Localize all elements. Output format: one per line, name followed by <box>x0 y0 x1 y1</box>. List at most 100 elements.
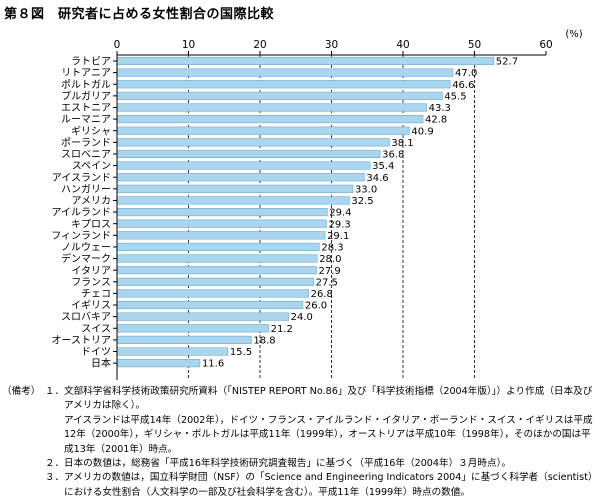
value-label: 26.8 <box>311 289 333 300</box>
category-label: ポルトガル <box>61 79 111 91</box>
value-label: 18.8 <box>253 335 275 346</box>
note-text: 日本の数値は，総務省「平成16年科学技術研究調査報告」に基づく（平成16年（20… <box>64 458 511 470</box>
category-label: スロベニア <box>61 149 111 161</box>
bar <box>116 242 320 251</box>
category-label: エストニア <box>61 103 111 114</box>
bar <box>116 289 309 298</box>
bar <box>116 80 451 89</box>
value-label: 27.5 <box>316 277 338 288</box>
category-label: アイルランド <box>52 207 112 219</box>
x-tick-label: 50 <box>468 39 481 51</box>
note-text: アメリカの数値は，国立科学財団（NSF）の「Science and Engine… <box>64 472 598 498</box>
x-tick-label: 0 <box>114 39 121 51</box>
bar <box>116 56 495 66</box>
chart-title: 第８図 研究者に占める女性割合の国際比較 <box>4 7 275 22</box>
category-label: アメリカ <box>72 195 112 207</box>
category-label: アイスランド <box>52 172 111 184</box>
value-label: 43.3 <box>429 103 451 114</box>
category-label: スペイン <box>72 161 111 172</box>
bar <box>116 300 304 310</box>
category-label: ラトビア <box>71 56 111 68</box>
bars: 52.7 47.046.645.543.342.840.938.136.835.4… <box>116 56 518 370</box>
category-label: イギリス <box>71 300 111 312</box>
category-label: キプロス <box>71 218 111 230</box>
bar <box>116 335 252 344</box>
x-tick-label: 40 <box>396 39 409 51</box>
note-item: （備考） １． 文部科学省科学技術政策研究所資料（「NISTEP REPORT No… <box>2 385 598 457</box>
bar <box>116 266 317 275</box>
category-label: リトアニア <box>61 68 111 79</box>
category-label: チェコ <box>81 288 111 300</box>
axes: 0 10 20 30 40 50 60 ラトビアリトアニアポルトガルブルガリアエストニアルーマ… <box>51 39 553 380</box>
value-label: 33.0 <box>355 184 377 195</box>
note-number: １． <box>45 386 65 397</box>
category-label: ギリシャ <box>71 125 111 137</box>
value-label: 11.6 <box>202 359 224 370</box>
bar <box>116 161 371 170</box>
value-label: 26.0 <box>305 301 327 312</box>
category-label: スイス <box>81 324 111 335</box>
bar <box>116 219 327 228</box>
x-tick-label: 30 <box>325 39 338 51</box>
bar <box>116 68 454 77</box>
value-label: 47.0 <box>455 68 477 79</box>
note-marker: （備考） <box>2 386 41 397</box>
note-item: ２． 日本の数値は，総務省「平成16年科学技術研究調査報告」に基づく（平成16年（… <box>28 457 598 471</box>
bar-chart: 52.7 47.046.645.543.342.840.938.136.835.4… <box>51 29 583 380</box>
note-text: 文部科学省科学技術政策研究所資料（「NISTEP REPORT No.86」及び… <box>64 386 593 455</box>
bar <box>116 103 427 112</box>
value-label: 21.2 <box>271 324 293 335</box>
value-label: 42.8 <box>425 115 447 126</box>
bar <box>116 138 390 147</box>
x-tick-label: 60 <box>539 39 552 51</box>
value-label: 36.8 <box>382 150 404 161</box>
bar <box>116 91 443 100</box>
category-label: ドイツ <box>81 347 111 358</box>
bar <box>116 115 424 124</box>
value-label: 45.5 <box>444 91 466 102</box>
x-tick-label: 20 <box>253 39 266 51</box>
bar <box>116 173 365 182</box>
value-label: 40.9 <box>411 126 433 137</box>
bar <box>116 196 350 205</box>
category-label: フランス <box>71 276 111 288</box>
value-label: 29.1 <box>327 231 349 242</box>
notes: （備考） １． 文部科学省科学技術政策研究所資料（「NISTEP REPORT No… <box>2 385 598 500</box>
category-label: ルーマニア <box>61 115 111 126</box>
bar <box>116 347 229 356</box>
bar <box>116 254 318 263</box>
bar <box>116 184 354 193</box>
category-label: イタリア <box>71 265 111 277</box>
category-label: ノルウェー <box>61 242 111 254</box>
category-label: 日本 <box>91 357 111 370</box>
value-label: 28.0 <box>319 254 341 265</box>
note-number: ３． <box>45 472 65 484</box>
value-label: 38.1 <box>391 138 413 149</box>
value-label: 29.3 <box>328 219 350 230</box>
value-label: 27.9 <box>318 266 340 277</box>
bar <box>116 312 289 321</box>
unit-label: (%) <box>565 29 582 40</box>
value-label: 46.6 <box>452 80 474 91</box>
value-label: 32.5 <box>351 196 373 207</box>
note-item: ３． アメリカの数値は，国立科学財団（NSF）の「Science and Engi… <box>28 471 598 500</box>
bar <box>116 359 201 368</box>
bar <box>116 149 381 159</box>
value-label: 35.4 <box>372 161 394 172</box>
category-label: ブルガリア <box>61 89 111 102</box>
x-tick-label: 10 <box>182 39 195 51</box>
value-label: 28.3 <box>321 243 343 254</box>
category-label: スロバキア <box>61 311 111 323</box>
category-label: デンマーク <box>61 252 111 265</box>
note-number: ２． <box>45 458 65 470</box>
bar <box>116 324 269 333</box>
bar <box>116 126 410 135</box>
category-label: フィンランド <box>51 230 111 242</box>
category-label: オーストリア <box>52 334 112 346</box>
value-label: 15.5 <box>230 347 252 358</box>
value-label: 29.4 <box>329 208 351 219</box>
category-label: ポーランド <box>61 137 111 149</box>
value-label: 34.6 <box>366 173 388 184</box>
category-label: ハンガリー <box>61 183 111 195</box>
value-label: 52.7 <box>496 57 518 68</box>
